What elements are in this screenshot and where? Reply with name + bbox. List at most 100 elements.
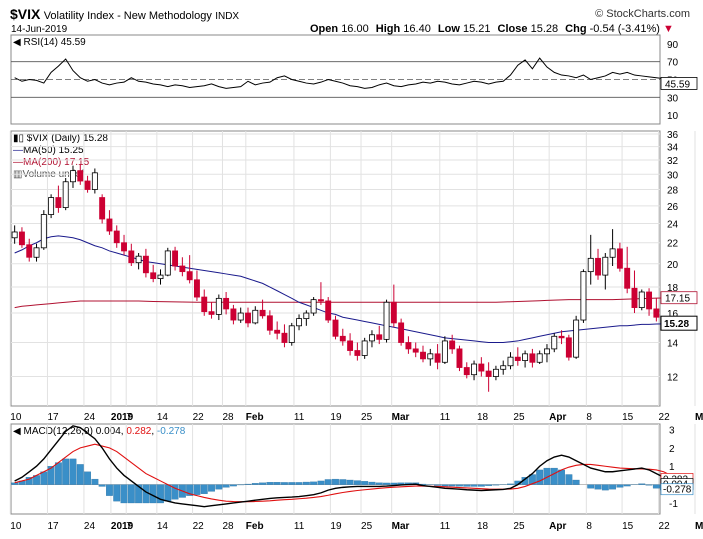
macd-histogram-bar [47,466,55,485]
macd-histogram-bar [550,467,558,485]
ma50-current: 15.25 [58,145,84,156]
instrument-name: Volatility Index - New Methodology [43,10,212,22]
exchange: INDX [215,11,240,22]
candle-body [325,300,332,321]
candle-body [113,230,120,244]
x-tick-label: 7 [126,412,132,423]
macd-histogram-bar [332,478,339,485]
candle-body [121,242,127,252]
macd-histogram-bar [390,482,398,485]
macd-histogram-bar [288,482,296,485]
macd-histogram-bar [558,469,565,485]
low-label: Low [437,23,460,35]
macd-histogram-bar [69,458,77,485]
macd-histogram-bar [645,484,653,486]
x-tick-label: 7 [126,521,132,532]
candle-body [412,348,419,353]
macd-histogram-bar [463,484,471,487]
price-y-tick-label: 26 [667,202,679,213]
macd-histogram-bar [536,469,544,485]
macd-panel-frame [10,423,661,515]
x-tick-label: 15 [622,521,634,532]
close-value: 15.28 [530,23,559,35]
price-y-tick-label: 34 [667,143,679,154]
ohlc-summary: Open 16.00 High 16.40 Low 15.21 Close 15… [310,23,674,35]
candle-body [310,299,317,314]
candle-body [99,197,106,220]
candle-body [215,297,222,315]
candle-body [536,353,543,363]
candle-body [449,340,456,350]
candle-body [332,319,339,337]
macd-histogram-bar [266,482,274,485]
candle-body [485,370,492,377]
candle-body [150,272,157,280]
x-tick-label: 24 [84,412,96,423]
price-y-tick-label: 12 [667,373,679,384]
price-legend-row: ▮▯ $VIX (Daily) 15.28 [13,133,108,145]
candle-body [208,311,215,315]
macd-histogram-bar [215,484,223,490]
price-y-tick-label: 20 [667,260,679,271]
macd-histogram-bar [470,484,478,487]
candle-body [420,351,426,360]
open-label: Open [310,23,339,35]
macd-histogram-bar [281,482,288,485]
x-tick-label: 18 [477,412,489,423]
ma50-line [14,235,679,344]
candle-body [172,250,179,267]
macd-histogram-bar [485,484,493,486]
macd-histogram-bar [76,464,84,485]
rsi-legend: ◀ RSI(14) 45.59 [13,37,86,48]
candle-body [463,367,470,376]
candle-body [456,348,463,368]
macd-histogram-bar [507,483,514,485]
x-tick-label: 28 [222,412,234,423]
rsi-y-tick-label: 70 [667,58,679,69]
hist-current: -0.278 [156,426,186,437]
price-y-tick-label: 30 [667,170,679,181]
candle-body [383,301,390,340]
candle-body [638,291,645,308]
macd-histogram-bar [106,484,113,496]
macd-histogram-bar [157,484,164,504]
ma200-label: MA(200) [23,157,62,168]
candle-body [558,335,565,339]
candle-body [624,267,631,289]
candle-body [40,214,47,249]
rsi-price-tag [660,77,698,90]
macd-histogram-bar [113,484,121,502]
macd-legend: ◀ MACD(12,26,9) 0.004, 0.282, -0.278 [13,426,186,437]
macd-histogram-bar [375,482,383,485]
candle-body [70,170,76,183]
x-tick-label: 17 [47,521,59,532]
rsi-line [14,57,686,89]
candle-body [259,309,266,317]
macd-histogram-bar [587,484,595,489]
macd-histogram-bar [572,479,580,485]
price-y-tick-label: 14 [667,339,679,350]
candle-body [237,312,244,321]
x-tick-label: 10 [10,412,22,423]
x-tick-label: Feb [246,521,264,532]
candle-body [252,309,259,324]
macd-histogram-bar [164,484,172,502]
candle-body [288,325,295,343]
candle-body [609,248,616,258]
ma50-legend-row: —MA(50) 15.25 [13,145,108,157]
candle-body [616,248,623,269]
macd-histogram-bar [594,484,602,490]
candle-body [653,308,660,318]
macd-histogram-bar [339,479,347,485]
macd-histogram-bar [434,484,442,486]
macd-histogram-bar [361,481,369,485]
candle-body [230,308,237,321]
candle-body [77,170,84,182]
rsi-current: 45.59 [60,37,86,48]
watermark: © StockCharts.com [595,8,690,20]
price-y-tick-label: 24 [667,220,679,231]
rsi-price-tag-label: 45.59 [665,79,690,90]
macd-histogram-bar [638,483,646,485]
ma200-line [14,297,679,309]
